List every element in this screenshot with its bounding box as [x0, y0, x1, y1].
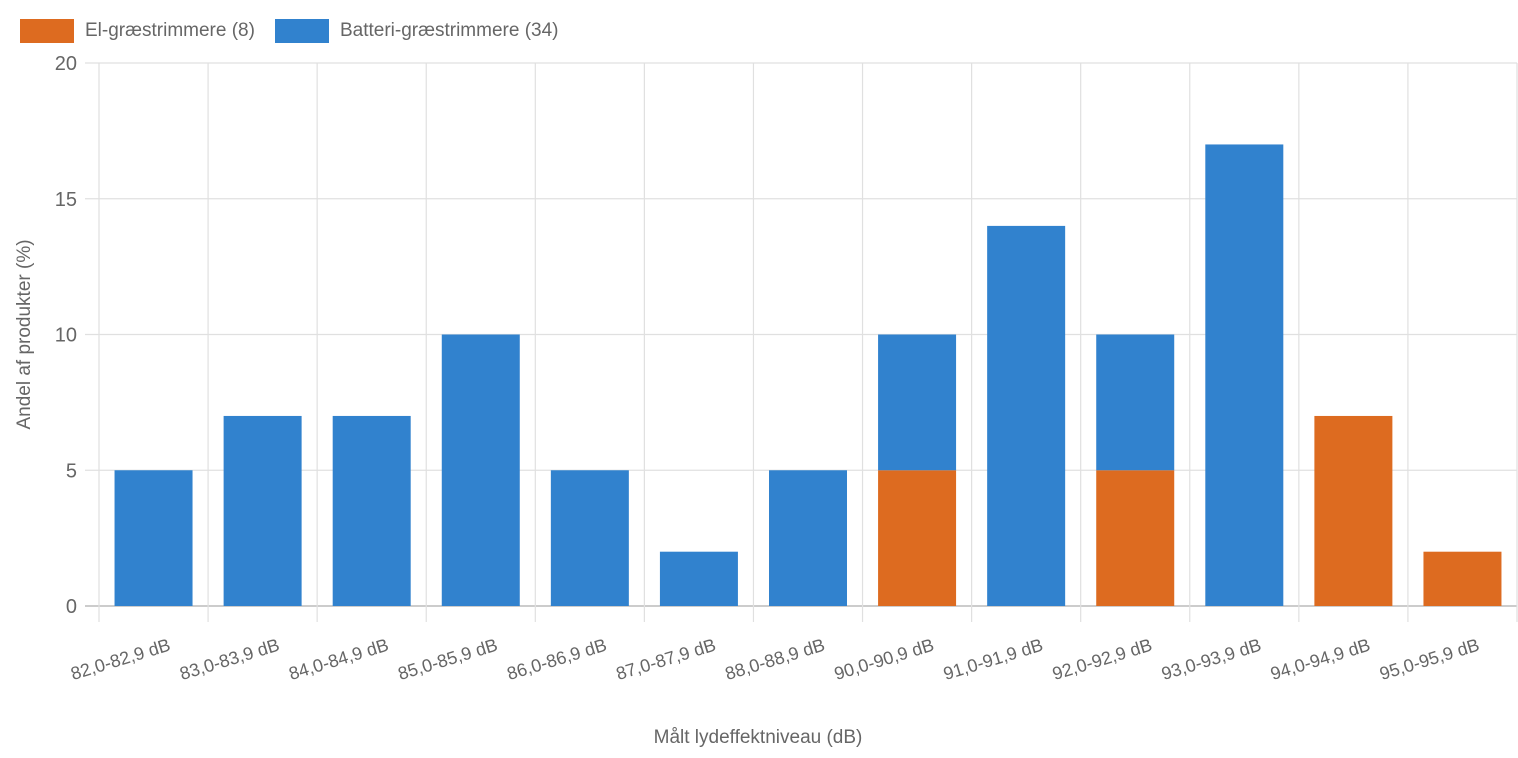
y-tick-label: 0 [66, 596, 77, 618]
legend-item-el[interactable]: El-græstrimmere (8) [20, 19, 255, 43]
bar-segment[interactable] [114, 470, 193, 606]
bar-segment[interactable] [1096, 334, 1175, 471]
bar-segment[interactable] [223, 415, 302, 606]
bar-segment[interactable] [1205, 144, 1284, 606]
x-tick-label: 91,0-91,9 dB [941, 635, 1045, 684]
x-tick-label: 92,0-92,9 dB [1050, 635, 1154, 684]
bar-segment[interactable] [1423, 551, 1502, 606]
bar-segment[interactable] [878, 334, 957, 471]
y-tick-label: 5 [66, 460, 77, 482]
x-tick-label: 83,0-83,9 dB [177, 635, 281, 684]
x-tick-label: 88,0-88,9 dB [723, 635, 827, 684]
bar-segment[interactable] [441, 334, 520, 607]
bar-segment[interactable] [769, 470, 847, 606]
x-tick-label: 94,0-94,9 dB [1268, 635, 1372, 684]
x-tick-label: 93,0-93,9 dB [1159, 635, 1263, 684]
legend-swatch-el [20, 19, 74, 43]
x-tick-label: 90,0-90,9 dB [832, 635, 936, 684]
bar-segment[interactable] [550, 470, 629, 606]
x-tick-label: 82,0-82,9 dB [68, 635, 172, 684]
y-axis-title: Andel af produkter (%) [14, 239, 35, 429]
bar-segment[interactable] [332, 415, 411, 606]
x-tick-label: 95,0-95,9 dB [1377, 635, 1481, 684]
bar-segment[interactable] [659, 551, 738, 606]
x-tick-label: 86,0-86,9 dB [505, 635, 609, 684]
y-tick-label: 15 [55, 189, 77, 211]
x-tick-label: 84,0-84,9 dB [286, 635, 390, 684]
legend-item-batteri[interactable]: Batteri-græstrimmere (34) [274, 19, 559, 43]
y-tick-label: 10 [55, 325, 77, 347]
x-tick-label: 85,0-85,9 dB [396, 635, 500, 684]
legend: El-græstrimmere (8) Batteri-græstrimmere… [20, 19, 579, 43]
bar-segment[interactable] [878, 470, 957, 606]
legend-label-el: El-græstrimmere (8) [85, 20, 255, 41]
legend-swatch-batteri [274, 19, 329, 43]
y-tick-label: 20 [55, 53, 77, 75]
x-axis-title: Målt lydeffektniveau (dB) [654, 727, 863, 748]
bar-segment[interactable] [1314, 415, 1393, 606]
x-tick-label: 87,0-87,9 dB [614, 635, 718, 684]
bar-segment[interactable] [987, 225, 1066, 606]
legend-label-batteri: Batteri-græstrimmere (34) [339, 20, 559, 41]
bar-segment[interactable] [1096, 470, 1175, 606]
